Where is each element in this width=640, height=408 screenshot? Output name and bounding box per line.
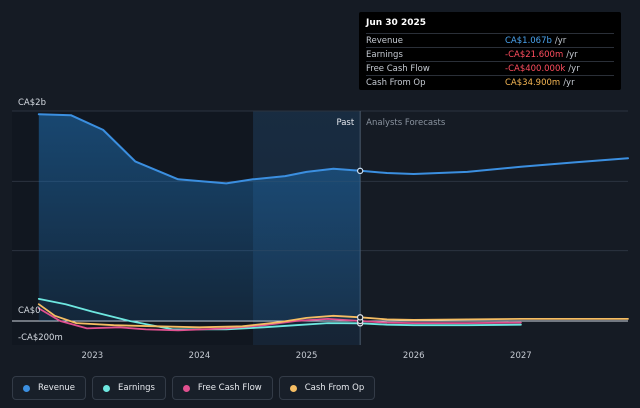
tooltip-row: Free Cash Flow -CA$400.000k/yr xyxy=(366,61,614,75)
cash-from-op-marker xyxy=(356,314,364,321)
tooltip-unit: /yr xyxy=(568,63,580,74)
x-tick-label: 2026 xyxy=(403,351,425,361)
tooltip: Jun 30 2025 Revenue CA$1.067b/yr Earnings -… xyxy=(359,12,621,90)
cash-from-op-line xyxy=(37,303,629,329)
tooltip-value: -CA$21.600m xyxy=(505,49,564,60)
tooltip-label: Earnings xyxy=(366,49,403,60)
tooltip-label: Revenue xyxy=(366,35,404,46)
cfo-dot-icon xyxy=(289,384,297,392)
tooltip-label: Cash From Op xyxy=(366,77,426,88)
free-cash-flow-line xyxy=(37,307,522,332)
legend-label: Earnings xyxy=(118,383,155,393)
legend-item-earnings[interactable]: Earnings xyxy=(92,376,166,400)
revenue-area xyxy=(38,114,361,321)
fcf-dot-icon xyxy=(182,384,190,392)
x-tick-label: 2025 xyxy=(296,351,318,361)
tooltip-row: Revenue CA$1.067b/yr xyxy=(366,33,614,47)
revenue-line xyxy=(37,113,629,185)
tooltip-row: Cash From Op CA$34.900m/yr xyxy=(366,75,614,89)
tooltip-value: CA$1.067b xyxy=(505,35,552,46)
tooltip-unit: /yr xyxy=(554,35,567,46)
x-tick-label: 2027 xyxy=(510,351,532,361)
line-chart: CA$2b CA$0 -CA$200m 2023 2024 2025 2026 2027 Pas… xyxy=(12,98,629,361)
x-tick-label: 2023 xyxy=(82,351,104,361)
y-tick-label: CA$0 xyxy=(18,306,41,316)
legend-label: Cash From Op xyxy=(304,383,365,393)
tooltip-value: CA$34.900m xyxy=(505,77,561,88)
past-label: Past xyxy=(336,118,354,128)
revenue-dot-icon xyxy=(23,384,30,392)
legend: Revenue Earnings Free Cash Flow Cash From O… xyxy=(12,376,376,400)
tooltip-value: -CA$400.000k xyxy=(505,63,566,74)
legend-item-free-cash-flow[interactable]: Free Cash Flow xyxy=(171,376,273,400)
tooltip-unit: /yr xyxy=(566,49,578,60)
legend-label: Revenue xyxy=(38,383,76,393)
forecast-label: Analysts Forecasts xyxy=(366,118,446,128)
earnings-dot-icon xyxy=(103,384,111,392)
y-tick-label: -CA$200m xyxy=(18,333,63,343)
legend-item-cash-from-op[interactable]: Cash From Op xyxy=(278,376,376,400)
tooltip-row: Earnings -CA$21.600m/yr xyxy=(366,47,614,61)
tooltip-label: Free Cash Flow xyxy=(366,63,430,74)
legend-item-revenue[interactable]: Revenue xyxy=(12,376,87,400)
x-tick-label: 2024 xyxy=(189,351,211,361)
y-tick-label: CA$2b xyxy=(18,98,46,108)
earnings-line xyxy=(37,298,522,331)
revenue-marker xyxy=(356,167,364,175)
tooltip-date: Jun 30 2025 xyxy=(366,18,427,28)
legend-label: Free Cash Flow xyxy=(197,383,262,393)
tooltip-unit: /yr xyxy=(563,77,575,88)
